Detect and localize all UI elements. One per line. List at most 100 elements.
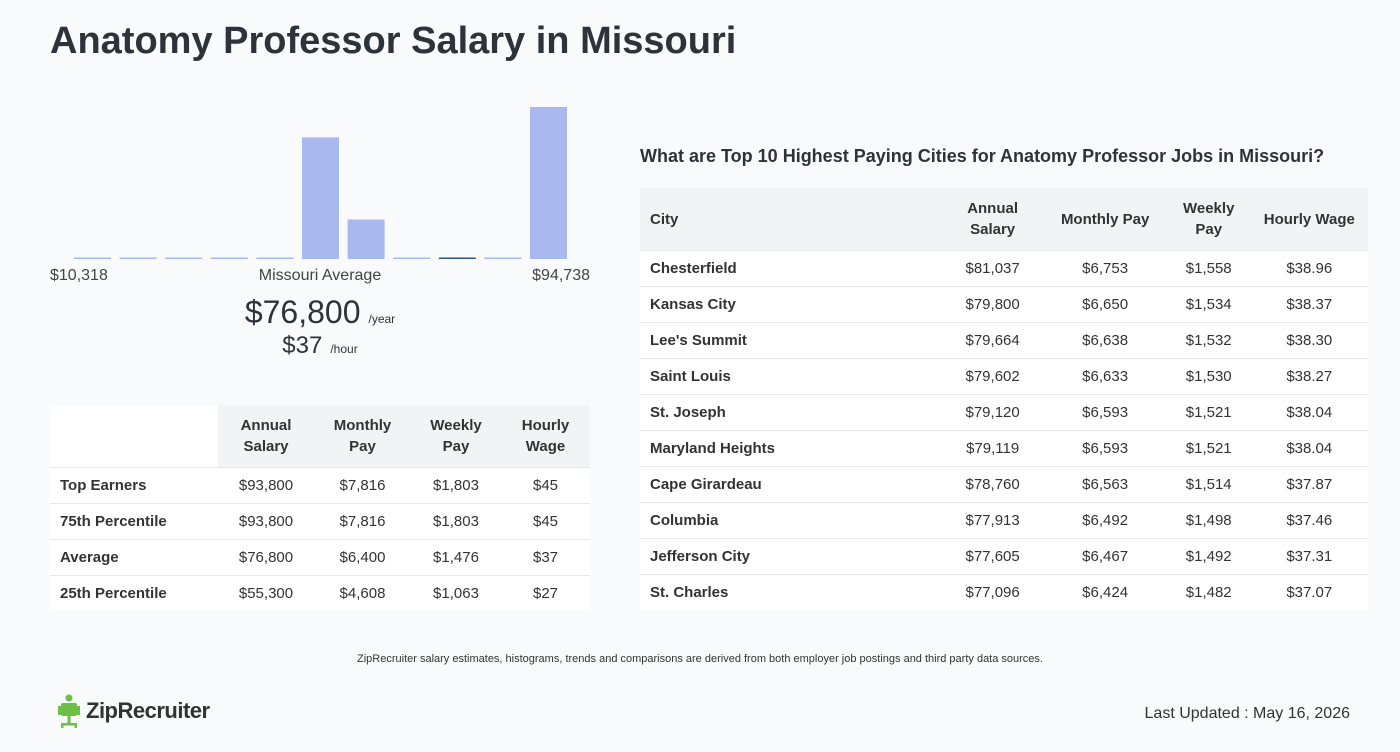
table-cell: $55,300: [218, 575, 314, 611]
logo-text: ZipRecruiter: [86, 698, 210, 723]
table-cell: $6,467: [1043, 538, 1167, 575]
table-cell: $27: [501, 575, 590, 611]
table-row: 75th Percentile $93,800 $7,816 $1,803 $45: [50, 503, 590, 540]
table-row: St. Charles $77,096 $6,424 $1,482 $37.07: [640, 574, 1368, 610]
table-cell: $1,063: [411, 575, 501, 611]
percentile-table: Annual Salary Monthly Pay Weekly Pay Hourly…: [50, 405, 590, 611]
max-label: $94,738: [532, 267, 590, 284]
table-cell: $78,760: [941, 466, 1044, 503]
table-cell: $38.96: [1250, 250, 1368, 287]
footnote: ZipRecruiter salary estimates, histogram…: [357, 653, 1043, 665]
table-cell: $38.04: [1250, 430, 1368, 467]
table-cell: $37.31: [1250, 538, 1368, 575]
header-cell: Hourly Wage: [1250, 188, 1368, 251]
logo-icon: [58, 694, 80, 728]
table-cell: $1,530: [1166, 358, 1251, 395]
table-cell: $1,532: [1166, 322, 1251, 359]
city-name: Saint Louis: [640, 358, 942, 395]
table-cell: $79,602: [941, 358, 1044, 395]
table-row: Chesterfield $81,037 $6,753 $1,558 $38.96: [640, 250, 1368, 287]
table-row: Lee's Summit $79,664 $6,638 $1,532 $38.30: [640, 322, 1368, 359]
average-hourly: $37/hour: [50, 332, 590, 360]
table-cell: $81,037: [941, 250, 1044, 287]
histogram-bar: [347, 219, 385, 259]
city-name: Chesterfield: [640, 250, 942, 287]
annual-value: $76,800: [244, 294, 361, 330]
table-cell: $37.07: [1250, 574, 1368, 610]
header-cell: Monthly Pay: [314, 405, 411, 468]
table-cell: $1,803: [411, 467, 501, 504]
table-cell: $79,664: [941, 322, 1044, 359]
city-name: Columbia: [640, 502, 942, 539]
table-cell: $38.37: [1250, 286, 1368, 323]
last-updated: Last Updated : May 16, 2026: [1144, 705, 1350, 722]
table-cell: $93,800: [218, 503, 314, 540]
table-cell: $77,605: [941, 538, 1044, 575]
annual-unit: /year: [368, 312, 396, 326]
page-title: Anatomy Professor Salary in Missouri: [50, 20, 737, 62]
table-cell: $6,650: [1043, 286, 1167, 323]
table-row: Maryland Heights $79,119 $6,593 $1,521 $38.0…: [640, 430, 1368, 467]
city-name: St. Charles: [640, 574, 942, 610]
table-row: Cape Girardeau $78,760 $6,563 $1,514 $37.87: [640, 466, 1368, 503]
header-cell: City: [640, 188, 942, 251]
header-cell: Hourly Wage: [501, 405, 590, 468]
header-cell: [50, 405, 218, 468]
histogram-bar: [530, 107, 567, 259]
city-name: Kansas City: [640, 286, 942, 323]
table-cell: $76,800: [218, 539, 314, 576]
table-cell: $7,816: [314, 503, 411, 540]
cities-title: What are Top 10 Highest Paying Cities fo…: [640, 146, 1325, 166]
histogram-bar: [484, 257, 522, 259]
logo[interactable]: ZipRecruiter: [58, 694, 210, 728]
table-body: Chesterfield $81,037 $6,753 $1,558 $38.96 Kan…: [640, 250, 1368, 610]
table-row: 25th Percentile $55,300 $4,608 $1,063 $27: [50, 575, 590, 611]
average-label: Missouri Average: [259, 267, 382, 284]
table-cell: $1,521: [1166, 430, 1251, 467]
table-cell: $38.27: [1250, 358, 1368, 395]
min-label: $10,318: [50, 267, 108, 284]
row-label: Top Earners: [50, 467, 218, 504]
table-head: Annual Salary Monthly Pay Weekly Pay Hourly…: [50, 405, 590, 468]
table-cell: $38.30: [1250, 322, 1368, 359]
table-cell: $37: [501, 539, 590, 576]
header-row: Annual Salary Monthly Pay Weekly Pay Hourly…: [50, 405, 590, 468]
table-cell: $79,119: [941, 430, 1044, 467]
header-cell: Annual Salary: [218, 405, 314, 468]
city-name: Cape Girardeau: [640, 466, 942, 503]
table-cell: $6,492: [1043, 502, 1167, 539]
table-cell: $1,534: [1166, 286, 1251, 323]
table-cell: $6,753: [1043, 250, 1167, 287]
table-row: Saint Louis $79,602 $6,633 $1,530 $38.27: [640, 358, 1368, 395]
table-cell: $6,593: [1043, 394, 1167, 431]
table-row: Kansas City $79,800 $6,650 $1,534 $38.37: [640, 286, 1368, 323]
header-cell: Monthly Pay: [1043, 188, 1167, 251]
table-cell: $38.04: [1250, 394, 1368, 431]
city-name: Maryland Heights: [640, 430, 942, 467]
table-row: Top Earners $93,800 $7,816 $1,803 $45: [50, 467, 590, 504]
cities-table: City Annual Salary Monthly Pay Weekly Pay Ho…: [640, 188, 1368, 610]
hourly-value: $37: [282, 332, 323, 359]
header-cell: Annual Salary: [941, 188, 1044, 251]
table-cell: $1,498: [1166, 502, 1251, 539]
table-row: Columbia $77,913 $6,492 $1,498 $37.46: [640, 502, 1368, 539]
table-cell: $45: [501, 503, 590, 540]
table-cell: $6,638: [1043, 322, 1167, 359]
header-row: City Annual Salary Monthly Pay Weekly Pay Ho…: [640, 188, 1368, 251]
table-cell: $1,482: [1166, 574, 1251, 610]
hourly-unit: /hour: [330, 342, 358, 356]
table-cell: $6,563: [1043, 466, 1167, 503]
average-annual: $76,800/year: [50, 294, 590, 331]
row-label: Average: [50, 539, 218, 576]
row-label: 75th Percentile: [50, 503, 218, 540]
table-row: St. Joseph $79,120 $6,593 $1,521 $38.04: [640, 394, 1368, 431]
table-cell: $6,593: [1043, 430, 1167, 467]
header-cell: Weekly Pay: [411, 405, 501, 468]
table-cell: $77,913: [941, 502, 1044, 539]
city-name: St. Joseph: [640, 394, 942, 431]
table-cell: $77,096: [941, 574, 1044, 610]
table-cell: $1,492: [1166, 538, 1251, 575]
histogram: $10,318 Missouri Average $94,738: [50, 107, 590, 284]
